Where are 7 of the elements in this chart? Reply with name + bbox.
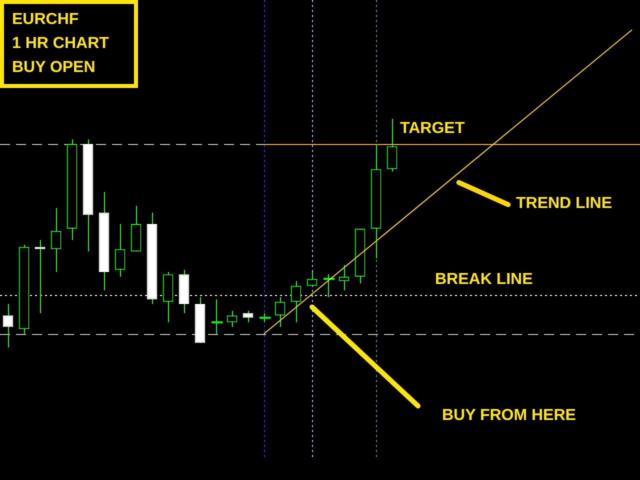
ref-line-label: BREAK LINE [435,270,533,289]
text: 1 HR CHART [12,34,110,54]
legend-label: TREND LINE [516,195,612,213]
text: BUY OPEN [12,58,96,78]
text: BUY FROM HERE [442,407,576,425]
ref-line-label: TARGET [400,120,465,138]
chart-title: EURCHF [12,10,80,30]
